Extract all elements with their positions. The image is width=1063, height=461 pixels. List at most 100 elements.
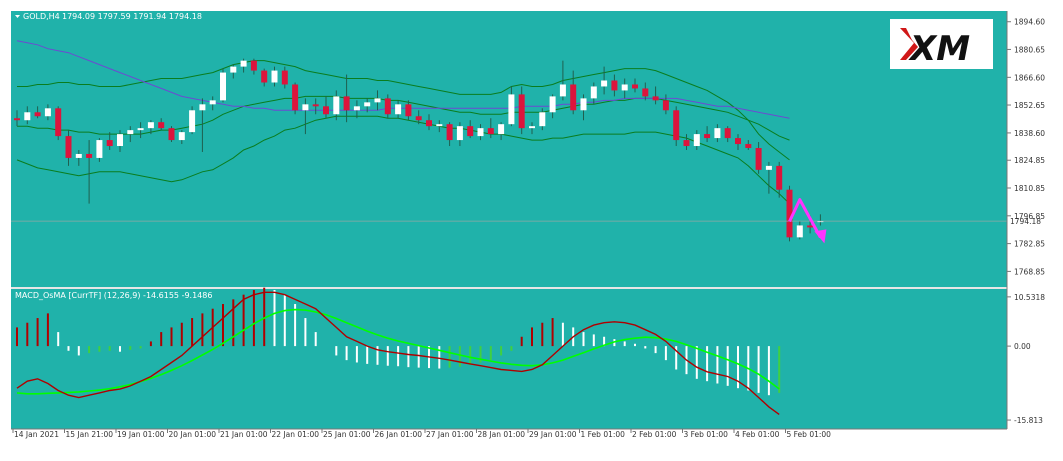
candle-body xyxy=(683,140,690,147)
price-tick-label: 1782.85 xyxy=(1014,240,1045,249)
candle-body xyxy=(673,110,680,141)
candle-body xyxy=(446,124,453,141)
candle-body xyxy=(745,144,752,149)
candle-body xyxy=(487,128,494,135)
price-axis: 1894.60 1880.65 1866.60 1852.65 1838.60 1824.… xyxy=(1007,18,1045,276)
macd-tick-label: 0.00 xyxy=(1014,342,1031,351)
candle-body xyxy=(302,104,309,111)
candle-body xyxy=(611,80,618,91)
candle-body xyxy=(353,106,360,111)
time-tick-label: 26 Jan 01:00 xyxy=(375,430,423,439)
projection-path xyxy=(788,198,822,239)
candle-body xyxy=(580,98,587,111)
candle-body xyxy=(168,128,175,141)
price-tick-label: 1852.65 xyxy=(1014,101,1045,110)
signal-line xyxy=(16,308,780,395)
macd-tick-label: 10.5318 xyxy=(1014,293,1045,302)
price-tag-bg xyxy=(1008,216,1036,227)
candle-body xyxy=(106,140,113,147)
time-tick-label: 5 Feb 01:00 xyxy=(787,430,832,439)
candle-body xyxy=(776,165,783,190)
price-tick-label: 1810.85 xyxy=(1014,184,1045,193)
candle-body xyxy=(312,104,319,107)
candle-body xyxy=(765,165,772,170)
time-tick-label: 28 Jan 01:00 xyxy=(478,430,526,439)
candle-body xyxy=(796,225,803,238)
candle-body xyxy=(570,84,577,111)
candle-body xyxy=(456,126,463,141)
price-tick-label: 1796.85 xyxy=(1014,212,1045,221)
logo-text: XM xyxy=(908,29,970,69)
macd-title: MACD_OsMA [CurrTF] (12,26,9) -14.6155 -9… xyxy=(15,291,212,300)
candle-body xyxy=(343,96,350,111)
candle-body xyxy=(271,70,278,83)
macd-tick-label: -15.813 xyxy=(1014,416,1043,425)
candle-body xyxy=(755,148,762,170)
candle-body xyxy=(55,108,62,137)
candle-body xyxy=(250,60,257,71)
candle-body xyxy=(714,128,721,139)
candle-body xyxy=(117,134,123,147)
candle-body xyxy=(220,72,226,101)
symbol-header: GOLD,H4 1794.09 1797.59 1791.94 1794.18 xyxy=(15,12,202,21)
price-tick-label: 1768.85 xyxy=(1014,267,1045,276)
candle-body xyxy=(333,96,340,115)
time-tick-label: 1 Feb 01:00 xyxy=(581,430,626,439)
time-tick-label: 15 Jan 21:00 xyxy=(66,430,114,439)
time-axis: 14 Jan 2021 15 Jan 21:00 19 Jan 01:00 20 Ja… xyxy=(12,429,832,439)
candle-body xyxy=(549,96,556,113)
bb-upper-line xyxy=(17,60,790,161)
candle-body xyxy=(364,102,371,107)
candle-body xyxy=(261,70,268,83)
macd-histogram xyxy=(16,287,781,396)
price-tick-label: 1838.60 xyxy=(1014,129,1045,138)
time-tick-label: 2 Feb 01:00 xyxy=(632,430,677,439)
time-tick-label: 22 Jan 01:00 xyxy=(272,430,320,439)
time-tick-label: 27 Jan 01:00 xyxy=(426,430,474,439)
candle-body xyxy=(467,126,474,137)
ma-line xyxy=(16,40,790,119)
candle-body xyxy=(786,189,793,238)
candle-body xyxy=(415,116,422,121)
time-tick-label: 25 Jan 01:00 xyxy=(323,430,371,439)
candle-body xyxy=(230,66,237,73)
bb-lower-line xyxy=(16,115,790,204)
candle-body xyxy=(621,84,628,91)
bb-middle-line xyxy=(17,95,790,141)
logo-background xyxy=(890,19,993,69)
candle-body xyxy=(807,225,814,228)
main-chart-background xyxy=(11,11,1007,287)
candle-body xyxy=(209,100,216,105)
xm-logo: XM xyxy=(890,19,993,69)
candle-body xyxy=(292,84,299,111)
candle-body xyxy=(508,94,515,125)
price-tick-label: 1880.65 xyxy=(1014,45,1045,54)
logo-mark-icon xyxy=(900,28,918,60)
candle-body xyxy=(426,120,432,127)
arrow-head-icon xyxy=(814,229,827,244)
candle-body xyxy=(662,100,669,111)
candle-body xyxy=(498,124,505,135)
candle-body xyxy=(436,124,443,127)
candle-body xyxy=(147,122,154,129)
candle-body xyxy=(590,86,597,99)
candle-body xyxy=(735,138,741,145)
macd-panel-background xyxy=(11,289,1007,429)
candle-body xyxy=(477,128,484,137)
candle-body xyxy=(14,118,20,121)
candle-body xyxy=(652,96,659,101)
candle-body xyxy=(374,98,381,103)
candle-body xyxy=(323,106,329,115)
candle-body xyxy=(86,153,93,158)
candle-body xyxy=(24,112,31,121)
symbol-label: GOLD,H4 xyxy=(23,12,60,21)
candle-body xyxy=(642,88,649,97)
projection-arrow xyxy=(788,198,827,244)
candle-body xyxy=(34,112,41,117)
candle-body xyxy=(817,221,824,223)
price-tick-label: 1894.60 xyxy=(1014,18,1045,27)
time-tick-label: 21 Jan 01:00 xyxy=(220,430,268,439)
candle-body xyxy=(96,140,103,158)
candle-body xyxy=(395,104,402,115)
candle-body xyxy=(127,130,134,135)
